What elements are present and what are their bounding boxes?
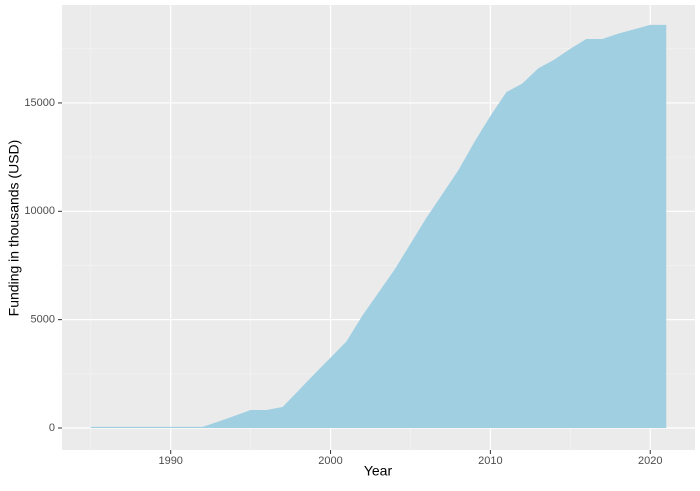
area	[90, 24, 667, 429]
y-tick-label: 0	[49, 422, 55, 434]
x-tick-label: 1990	[158, 455, 182, 467]
x-axis-title: Year	[364, 463, 393, 479]
x-tick-label: 2010	[478, 455, 502, 467]
y-tick-label: 5000	[31, 314, 55, 326]
y-tick-label: 15000	[24, 97, 55, 109]
marks	[90, 24, 667, 429]
y-tick-label: 10000	[24, 205, 55, 217]
x-tick-label: 2020	[638, 455, 662, 467]
x-tick-label: 2000	[318, 455, 342, 467]
y-axis-title: Funding in thousands (USD)	[6, 140, 22, 317]
axes: 1990 2000 2010 2020 0 5000 10000 15000	[24, 97, 662, 467]
